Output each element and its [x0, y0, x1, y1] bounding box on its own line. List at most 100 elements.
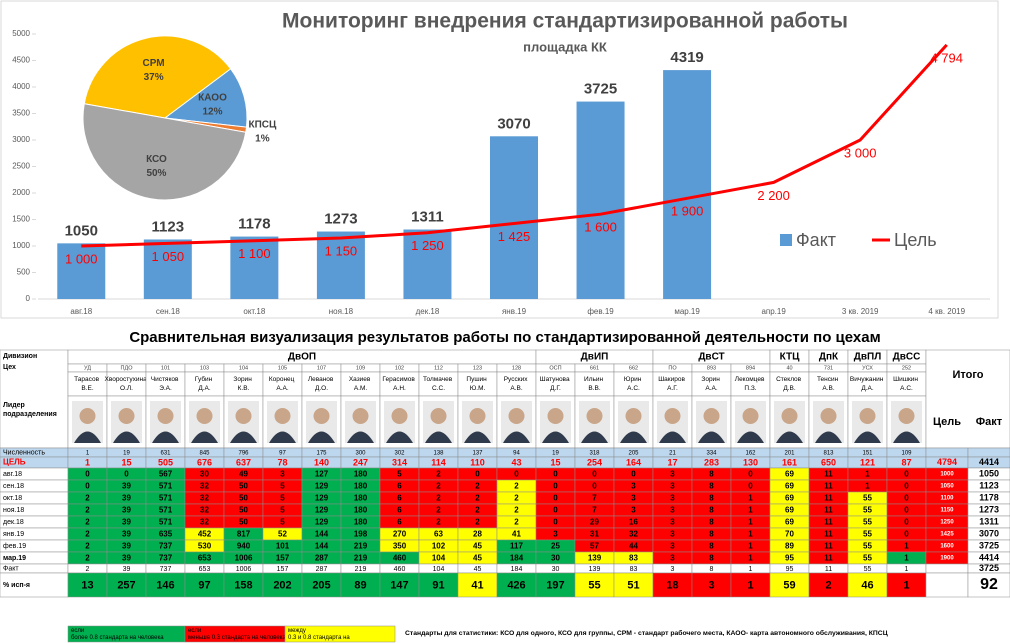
cell-value: 32: [200, 506, 209, 515]
cell-value: 1: [903, 579, 909, 591]
cell-value: 3: [670, 530, 675, 539]
cell: [340, 572, 381, 598]
y-tick-label: 5000: [12, 29, 30, 38]
total-fact-value: 3725: [979, 540, 999, 550]
shop-code: 662: [629, 365, 638, 371]
row-label: мар.19: [3, 555, 26, 562]
cell-value: 2: [475, 482, 480, 491]
leader-name: Леванов Д.О.: [308, 376, 335, 392]
cell-value: 3: [670, 542, 675, 551]
cell-value: 52: [278, 530, 287, 539]
cell-value: 0: [904, 518, 909, 527]
cell-value: 0: [904, 470, 909, 479]
cell-value: 69: [785, 470, 794, 479]
cell-value: 2: [85, 554, 90, 563]
leader-name: Толмачев С.С.: [423, 376, 454, 392]
cell-value: 530: [198, 542, 212, 551]
cell-value: 302: [394, 451, 405, 457]
pie-label: КСО: [146, 154, 167, 165]
cell-value: 0: [553, 470, 558, 479]
cell-value: 55: [863, 542, 872, 551]
cell: [808, 572, 849, 598]
photo-body: [308, 431, 335, 443]
cell: [730, 572, 771, 598]
bar-label: 3070: [497, 115, 530, 132]
cell-value: 7: [592, 506, 597, 515]
cell-value: 83: [630, 566, 638, 573]
cell-value: 69: [785, 482, 794, 491]
cell-value: 151: [862, 451, 873, 457]
x-tick-label: апр.19: [761, 307, 786, 316]
cell-value: 571: [159, 482, 173, 491]
photo-head: [352, 408, 369, 424]
cell-value: 0: [904, 506, 909, 515]
cell: [67, 371, 108, 397]
cell-value: 8: [709, 482, 714, 491]
cell-value: 19: [123, 451, 130, 457]
cell-value: 70: [785, 530, 794, 539]
line-label: 1 250: [411, 238, 444, 253]
shop-code: 661: [590, 365, 599, 371]
y-tick-label: 1500: [12, 215, 30, 224]
cell-value: 737: [160, 566, 172, 573]
legend-text: если меньше 0.3 стандарта на человека: [188, 628, 286, 641]
bar: [57, 243, 106, 299]
photo-head: [430, 408, 447, 424]
photo-head: [742, 408, 759, 424]
photo-body: [386, 431, 413, 443]
cell-value: 11: [824, 554, 833, 563]
row-label: окт.18: [3, 495, 22, 502]
total-target: [925, 563, 969, 574]
total-fact-value: 3725: [979, 563, 999, 573]
cell-value: 110: [470, 457, 485, 467]
cell-value: 5: [397, 470, 402, 479]
photo-head: [508, 408, 525, 424]
cell-value: 50: [239, 518, 248, 527]
cell-value: 201: [784, 451, 795, 457]
photo-body: [620, 431, 647, 443]
cell-value: 1: [748, 530, 753, 539]
cell-value: 180: [354, 470, 368, 479]
leader-name: Вичужанин Д.А.: [850, 376, 885, 392]
photo-body: [191, 431, 218, 443]
cell-value: 21: [669, 451, 676, 457]
cell-value: 0: [553, 506, 558, 515]
total-fact-value: 1123: [979, 480, 999, 490]
cell-value: 39: [122, 506, 131, 515]
x-tick-label: янв.19: [502, 307, 527, 316]
bar-label: 1273: [324, 210, 357, 227]
cell-value: 63: [434, 530, 443, 539]
total-target-value: 1050: [940, 484, 954, 490]
leader-name: Пушин Ю.М.: [466, 376, 488, 392]
cell-value: 426: [507, 579, 525, 591]
leader-name: Чистяков Э.А.: [151, 376, 181, 392]
cell-value: 8: [709, 494, 714, 503]
total-target-value: 1425: [940, 532, 954, 538]
cell-value: 162: [745, 451, 756, 457]
cell-value: 83: [629, 554, 638, 563]
cell: [262, 371, 303, 397]
photo-body: [893, 431, 920, 443]
shop-code: 107: [317, 365, 326, 371]
cell-value: 180: [354, 482, 368, 491]
cell-value: 87: [901, 457, 911, 467]
cell-value: 460: [393, 554, 407, 563]
cell: [808, 371, 849, 397]
division-name: ДвСТ: [698, 352, 724, 363]
cell-value: 55: [864, 566, 872, 573]
leader-label: Лидер подразделения: [3, 402, 57, 418]
cell-value: 144: [315, 530, 329, 539]
cell-value: 102: [432, 542, 446, 551]
photo-head: [391, 408, 408, 424]
cell-value: 16: [629, 518, 638, 527]
cell-value: 845: [199, 451, 210, 457]
y-tick-label: 2000: [12, 188, 30, 197]
cell-value: 6: [397, 494, 402, 503]
photo-body: [581, 431, 608, 443]
table-note: Стандарты для статистики: КСО для одного…: [405, 629, 888, 637]
line: [81, 43, 948, 248]
row-label: фев.19: [3, 543, 26, 550]
cell-value: 198: [354, 530, 368, 539]
cell-value: 3: [670, 482, 675, 491]
cell-value: 8: [709, 506, 714, 515]
